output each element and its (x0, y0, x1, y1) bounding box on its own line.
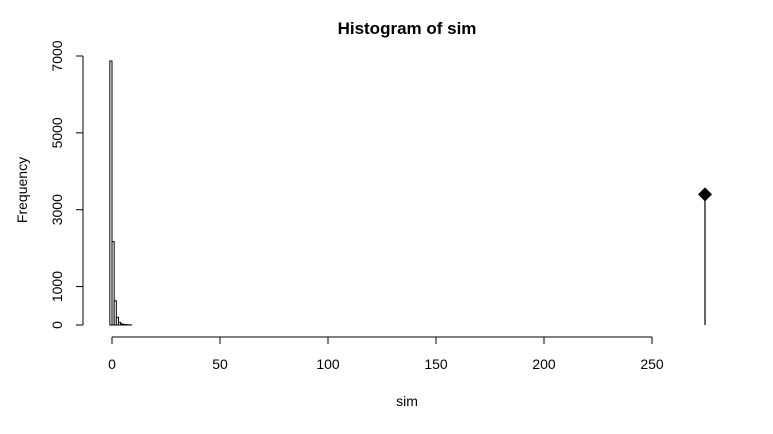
y-axis-label: Frequency (14, 157, 30, 223)
histogram-bar (109, 60, 113, 326)
x-tick-label: 150 (424, 356, 448, 372)
y-axis: 0 1000 3000 5000 7000 (49, 40, 84, 329)
x-tick-label: 50 (212, 356, 228, 372)
y-tick-label: 0 (49, 321, 65, 329)
histogram-bar (111, 241, 115, 326)
y-tick-label: 7000 (49, 40, 65, 71)
x-tick-label: 250 (640, 356, 664, 372)
observed-diamond-marker (698, 187, 712, 202)
x-axis: 0 50 100 150 200 250 (108, 336, 664, 372)
y-tick-label: 1000 (49, 271, 65, 302)
x-tick-label: 200 (532, 356, 556, 372)
y-tick-label: 5000 (49, 117, 65, 148)
y-tick-label: 3000 (49, 194, 65, 225)
chart-title: Histogram of sim (338, 19, 477, 38)
histogram-bar (115, 316, 119, 326)
x-tick-label: 100 (316, 356, 340, 372)
histogram-bar (113, 300, 117, 326)
histogram-bars (109, 60, 132, 326)
observed-statistic (698, 187, 712, 325)
x-axis-label: sim (396, 393, 418, 409)
x-tick-label: 0 (108, 356, 116, 372)
